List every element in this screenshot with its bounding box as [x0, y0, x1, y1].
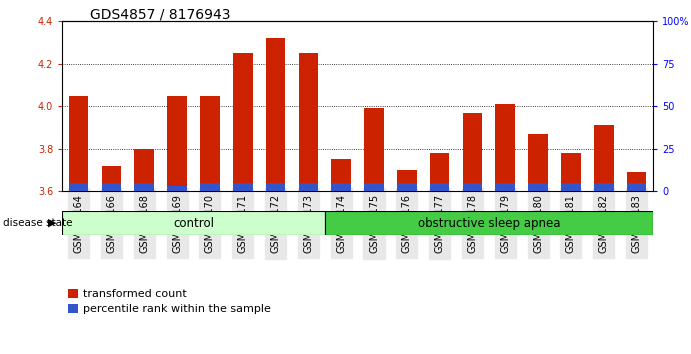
Bar [200, 183, 220, 191]
Bar [397, 183, 417, 191]
Bar [463, 183, 482, 191]
Bar [200, 96, 220, 191]
Bar [266, 38, 285, 191]
Bar [495, 183, 515, 191]
Text: obstructive sleep apnea: obstructive sleep apnea [417, 217, 560, 229]
Bar [332, 159, 351, 191]
Bar [102, 183, 122, 191]
Bar [102, 166, 122, 191]
Bar [62, 211, 325, 235]
Bar [529, 183, 548, 191]
Text: ▶: ▶ [48, 218, 57, 228]
Bar [68, 96, 88, 191]
Bar [167, 96, 187, 191]
Bar [233, 53, 253, 191]
Bar [561, 183, 580, 191]
Bar [594, 183, 614, 191]
Bar [529, 134, 548, 191]
Text: disease state: disease state [3, 218, 73, 228]
Bar [594, 125, 614, 191]
Bar [627, 183, 647, 191]
Bar [561, 153, 580, 191]
Bar [430, 183, 449, 191]
Bar [134, 149, 154, 191]
Bar [134, 183, 154, 191]
Bar [397, 170, 417, 191]
Text: control: control [173, 217, 214, 229]
Bar [266, 183, 285, 191]
Bar [364, 183, 384, 191]
Bar [68, 183, 88, 191]
Bar [627, 172, 647, 191]
Bar [495, 104, 515, 191]
Bar [332, 183, 351, 191]
Bar [299, 53, 318, 191]
Bar [167, 186, 187, 191]
Bar [430, 153, 449, 191]
Bar [463, 113, 482, 191]
Bar [299, 183, 318, 191]
Bar [325, 211, 653, 235]
Bar [364, 108, 384, 191]
Text: GDS4857 / 8176943: GDS4857 / 8176943 [90, 7, 230, 21]
Legend: transformed count, percentile rank within the sample: transformed count, percentile rank withi… [68, 289, 271, 314]
Bar [233, 183, 253, 191]
